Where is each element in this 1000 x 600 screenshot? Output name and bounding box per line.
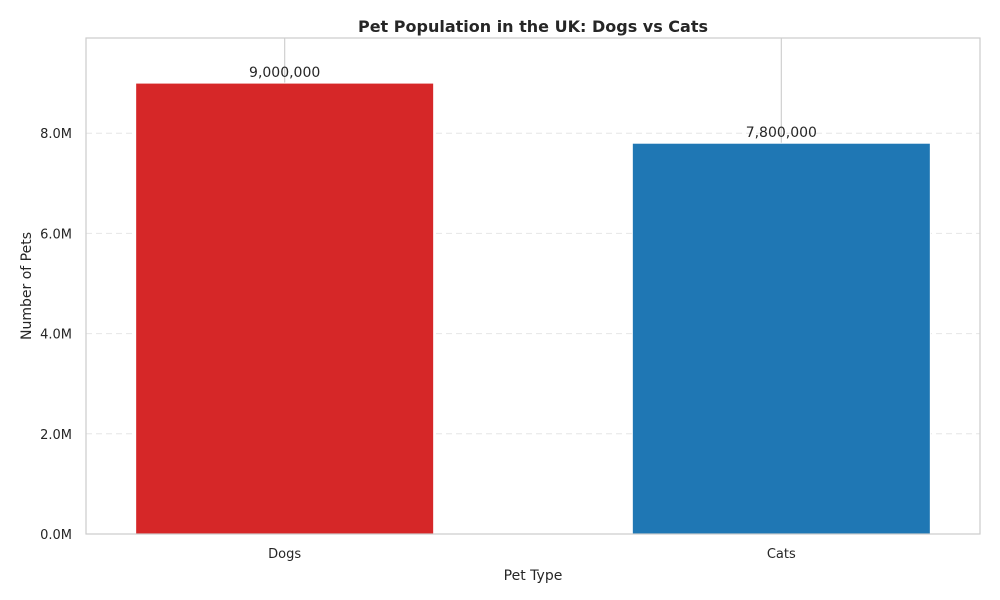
y-tick-label: 8.0M	[40, 127, 72, 142]
data-label-dogs: 9,000,000	[249, 65, 320, 81]
y-tick-label: 2.0M	[40, 428, 72, 443]
y-tick-label: 4.0M	[40, 328, 72, 343]
x-axis-label: Pet Type	[504, 568, 563, 584]
y-tick-label: 6.0M	[40, 227, 72, 242]
x-tick-label: Cats	[767, 547, 796, 562]
x-tick-label: Dogs	[268, 547, 301, 562]
bar-cats	[632, 143, 930, 534]
y-axis-label: Number of Pets	[19, 232, 35, 340]
data-label-cats: 7,800,000	[746, 125, 817, 141]
y-tick-label: 0.0M	[40, 528, 72, 543]
bar-dogs	[136, 83, 434, 534]
chart-title: Pet Population in the UK: Dogs vs Cats	[358, 17, 708, 36]
